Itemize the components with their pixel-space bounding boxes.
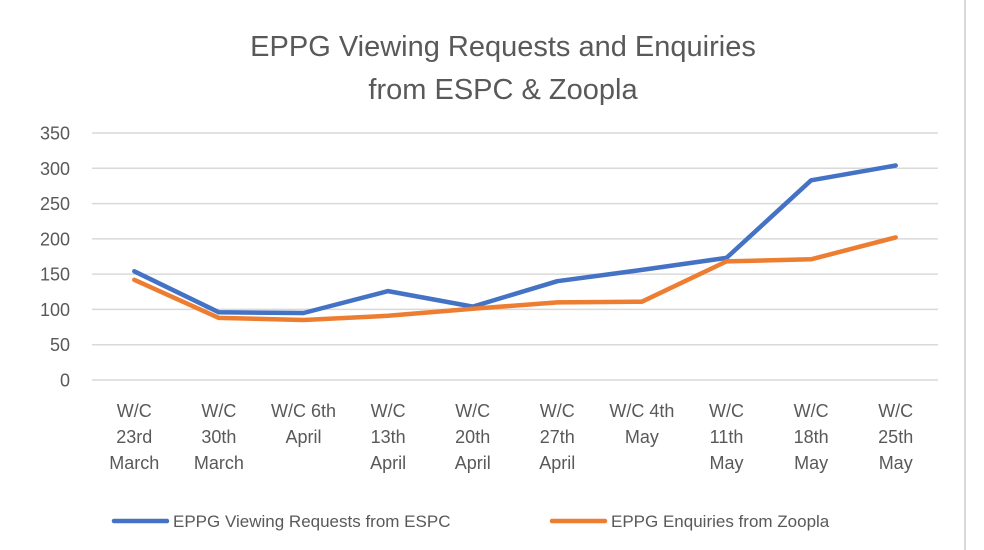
y-axis-ticks: 0 50 100 150 200 250 300 350 — [40, 124, 70, 391]
x-axis-ticks: W/C 23rd March W/C 30th March W/C 6th April W/C 1… — [109, 401, 913, 473]
x-tick-label-line: April — [370, 453, 406, 473]
x-tick-label: W/C 20th April — [455, 401, 491, 473]
x-tick-label: W/C 27th April — [539, 401, 575, 473]
y-tick-label: 300 — [40, 159, 70, 179]
x-tick-label-line: May — [879, 453, 913, 473]
x-tick-label-line: W/C — [371, 401, 406, 421]
x-tick-label: W/C 4th May — [609, 401, 674, 447]
x-tick-label-line: 20th — [455, 427, 490, 447]
x-tick-label-line: W/C — [540, 401, 575, 421]
y-tick-label: 250 — [40, 194, 70, 214]
legend: EPPG Viewing Requests from ESPC EPPG Enqu… — [111, 512, 830, 531]
x-tick-label-line: 27th — [540, 427, 575, 447]
x-tick-label-line: W/C 4th — [609, 401, 674, 421]
legend-label: EPPG Viewing Requests from ESPC — [173, 512, 450, 531]
series-lines — [132, 163, 898, 323]
y-tick-label: 100 — [40, 300, 70, 320]
x-tick-label-line: April — [455, 453, 491, 473]
x-tick-label: W/C 13th April — [370, 401, 406, 473]
x-tick-label-line: May — [709, 453, 743, 473]
gridlines — [92, 132, 938, 381]
x-tick-label-line: W/C — [117, 401, 152, 421]
x-tick-label-line: 18th — [794, 427, 829, 447]
x-tick-label-line: April — [539, 453, 575, 473]
y-tick-label: 0 — [60, 371, 70, 391]
x-tick-label-line: W/C — [878, 401, 913, 421]
chart-title: EPPG Viewing Requests and Enquiries from … — [250, 31, 756, 106]
x-tick-label-line: 13th — [371, 427, 406, 447]
x-tick-label-line: May — [794, 453, 828, 473]
y-tick-label: 50 — [50, 335, 70, 355]
x-tick-label-line: W/C — [794, 401, 829, 421]
x-tick-label-line: March — [194, 453, 244, 473]
x-tick-label: W/C 25th May — [878, 401, 913, 473]
x-tick-label: W/C 30th March — [194, 401, 244, 473]
y-tick-label: 150 — [40, 265, 70, 285]
legend-label: EPPG Enquiries from Zoopla — [611, 512, 830, 531]
series-line-1 — [132, 163, 898, 316]
x-tick-label: W/C 18th May — [794, 401, 829, 473]
x-tick-label: W/C 23rd March — [109, 401, 159, 473]
x-tick-label-line: 23rd — [116, 427, 152, 447]
x-tick-label-line: 11th — [710, 427, 744, 447]
x-tick-label-line: May — [625, 427, 659, 447]
y-tick-label: 200 — [40, 229, 70, 249]
x-tick-label-line: W/C 6th — [271, 401, 336, 421]
y-tick-label: 350 — [40, 124, 70, 144]
x-tick-label: W/C 6th April — [271, 401, 336, 447]
chart-title-line-2: from ESPC & Zoopla — [368, 74, 638, 106]
chart-title-line-1: EPPG Viewing Requests and Enquiries — [250, 31, 756, 63]
x-tick-label-line: 25th — [878, 427, 913, 447]
x-tick-label: W/C 11th May — [709, 401, 744, 473]
series-line-2 — [132, 235, 898, 323]
x-tick-label-line: W/C — [201, 401, 236, 421]
x-tick-label-line: W/C — [455, 401, 490, 421]
x-tick-label-line: 30th — [201, 427, 236, 447]
x-tick-label-line: April — [285, 427, 321, 447]
x-tick-label-line: March — [109, 453, 159, 473]
x-tick-label-line: W/C — [709, 401, 744, 421]
